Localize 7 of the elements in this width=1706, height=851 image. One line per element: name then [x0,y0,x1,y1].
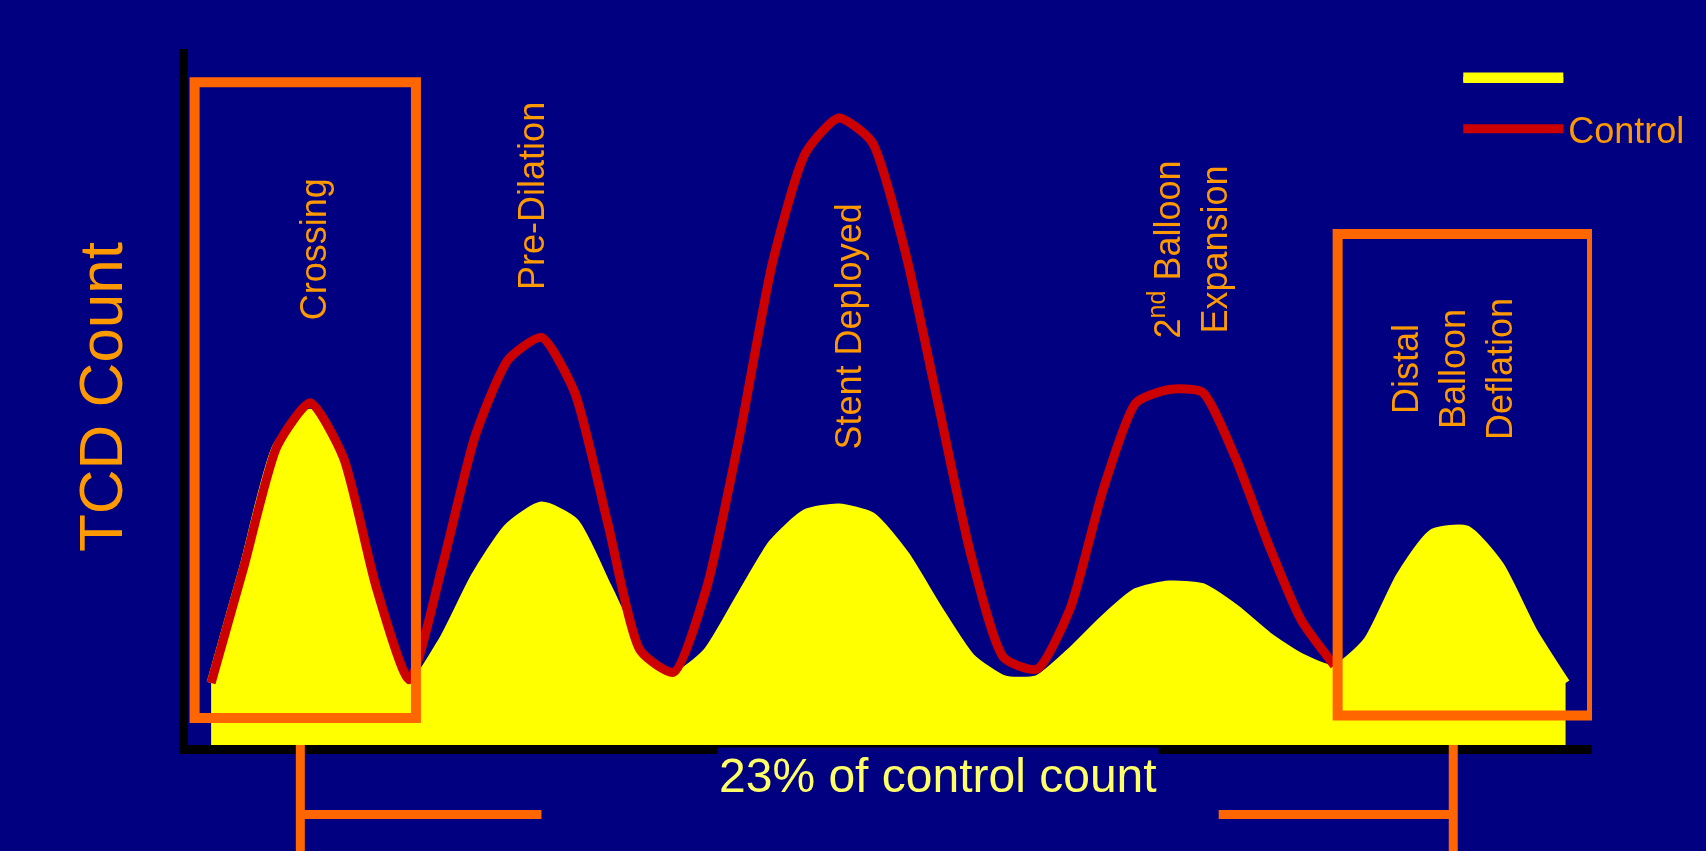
text: 23% of control count [719,749,1157,802]
annotation: Distal Balloon Deflation [1385,297,1521,441]
annotation: Crossing [292,178,334,321]
y-axis-title: TCD Count [65,241,135,553]
legend-label: Control [1568,109,1685,151]
annotation: Pre-Dilation [511,101,553,290]
annotation: Stent Deployed [827,203,869,450]
